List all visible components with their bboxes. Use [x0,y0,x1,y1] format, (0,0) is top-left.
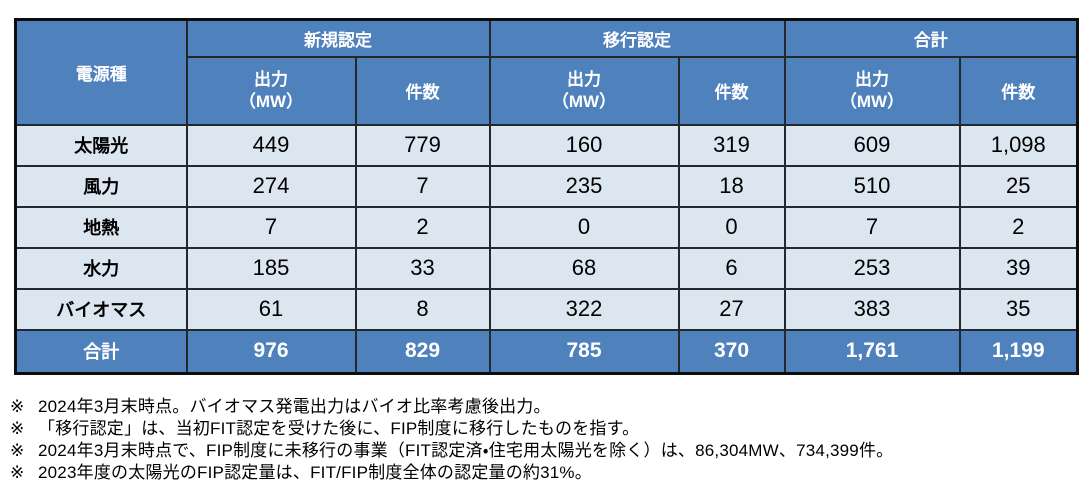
total-cell: 785 [488,328,680,375]
data-cell: 68 [488,246,680,290]
footnote-marker: ※ [10,463,25,482]
data-cell: 25 [958,164,1079,208]
data-cell: 1,098 [958,123,1079,167]
data-cell: 383 [783,287,961,331]
group-header-transfer-certification: 移行認定 [488,18,786,58]
row-label-hydro: 水力 [14,246,188,290]
data-cell: 779 [354,123,491,167]
subheader-new-output-mw: 出力 （MW） [185,55,357,126]
footnote-marker: ※ [10,441,25,460]
footnote: ※ 2024年3月末時点で、FIP制度に未移行の事業（FIT認定済・住宅用太陽光… [10,440,1085,462]
total-cell: 976 [185,328,357,375]
table-row-geothermal: 地熱 7 2 0 0 7 2 [14,205,1079,249]
data-cell: 6 [677,246,786,290]
footnote-text: 2024年3月末時点で、FIP制度に未移行の事業（FIT認定済・住宅用太陽光を除… [38,441,894,460]
footnote: ※ 2024年3月末時点。バイオマス発電出力はバイオ比率考慮後出力。 [10,396,1085,418]
data-cell: 2 [354,205,491,249]
data-cell: 253 [783,246,961,290]
footnotes: ※ 2024年3月末時点。バイオマス発電出力はバイオ比率考慮後出力。 ※ 「移行… [10,396,1085,484]
footnote-marker: ※ [10,419,25,438]
data-cell: 18 [677,164,786,208]
row-label-total: 合計 [14,328,188,375]
data-cell: 185 [185,246,357,290]
row-label-geothermal: 地熱 [14,205,188,249]
total-cell: 1,199 [958,328,1079,375]
footnote-text: 「移行認定」は、当初FIT認定を受けた後に、FIP制度に移行したものを指す。 [38,419,640,438]
footnote-marker: ※ [10,397,25,416]
table-row-solar: 太陽光 449 779 160 319 609 1,098 [14,123,1079,167]
subheader-total-count: 件数 [958,55,1079,126]
row-label-solar: 太陽光 [14,123,188,167]
total-cell: 1,761 [783,328,961,375]
group-header-total: 合計 [783,18,1079,58]
data-cell: 322 [488,287,680,331]
subheader-total-output-mw: 出力 （MW） [783,55,961,126]
row-label-wind: 風力 [14,164,188,208]
header-row-subcolumns: 出力 （MW） 件数 出力 （MW） 件数 出力 （MW） 件数 [16,55,1079,126]
data-cell: 0 [677,205,786,249]
total-cell: 370 [677,328,786,375]
table-row-total: 合計 976 829 785 370 1,761 1,199 [14,328,1079,375]
data-cell: 33 [354,246,491,290]
data-cell: 449 [185,123,357,167]
fip-certification-table: 電源種 新規認定 移行認定 合計 出力 （MW） 件数 出力 （MW） 件数 出… [14,18,1079,375]
subheader-new-count: 件数 [354,55,491,126]
data-cell: 274 [185,164,357,208]
corner-header-power-source: 電源種 [14,18,188,126]
data-cell: 35 [958,287,1079,331]
header-row-groups: 電源種 新規認定 移行認定 合計 [14,18,1079,126]
data-cell: 609 [783,123,961,167]
data-cell: 7 [185,205,357,249]
row-label-biomass: バイオマス [14,287,188,331]
subheader-transfer-count: 件数 [677,55,786,126]
data-cell: 7 [783,205,961,249]
data-cell: 7 [354,164,491,208]
table-row-wind: 風力 274 7 235 18 510 25 [14,164,1079,208]
table-row-hydro: 水力 185 33 68 6 253 39 [14,246,1079,290]
data-cell: 160 [488,123,680,167]
data-cell: 39 [958,246,1079,290]
data-cell: 235 [488,164,680,208]
table-row-biomass: バイオマス 61 8 322 27 383 35 [14,287,1079,331]
footnote: ※ 2023年度の太陽光のFIP認定量は、FIT/FIP制度全体の認定量の約31… [10,462,1085,484]
footnote-text: 2023年度の太陽光のFIP認定量は、FIT/FIP制度全体の認定量の約31%。 [38,463,592,482]
subheader-transfer-output-mw: 出力 （MW） [488,55,680,126]
data-cell: 0 [488,205,680,249]
total-cell: 829 [354,328,491,375]
group-header-new-certification: 新規認定 [185,18,491,58]
footnote: ※ 「移行認定」は、当初FIT認定を受けた後に、FIP制度に移行したものを指す。 [10,418,1085,440]
data-cell: 27 [677,287,786,331]
data-cell: 61 [185,287,357,331]
data-cell: 8 [354,287,491,331]
footnote-text: 2024年3月末時点。バイオマス発電出力はバイオ比率考慮後出力。 [38,397,551,416]
data-cell: 319 [677,123,786,167]
data-cell: 2 [958,205,1079,249]
data-cell: 510 [783,164,961,208]
